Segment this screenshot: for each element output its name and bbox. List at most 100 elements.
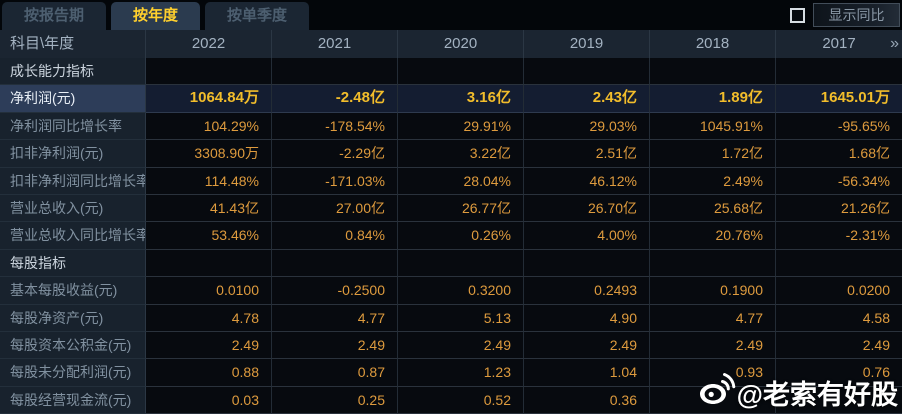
- value-cell: [776, 249, 902, 278]
- value-cell: [524, 249, 650, 278]
- value-cell: 2.49: [524, 331, 650, 360]
- value-cell: 26.70亿: [524, 194, 650, 223]
- value-cell: 3308.90万: [146, 140, 272, 168]
- value-cell: 2.51亿: [524, 140, 650, 168]
- value-cell: 1064.84万: [146, 85, 272, 113]
- more-years-icon[interactable]: »: [890, 35, 899, 52]
- value-cell: -178.54%: [272, 112, 398, 141]
- value-cell: [650, 249, 776, 278]
- value-cell: [272, 58, 398, 86]
- value-cell: -171.03%: [272, 167, 398, 195]
- value-cell: 0.03: [146, 386, 272, 414]
- value-cell: 1.72亿: [650, 140, 776, 168]
- show-yoy-button[interactable]: 显示同比: [813, 3, 900, 27]
- year-column-header[interactable]: 2022: [146, 30, 272, 58]
- table-row: 每股净资产(元) 4.78 4.77 5.13 4.90 4.77 4.58: [0, 304, 902, 332]
- row-label: 净利润同比增长率: [0, 112, 146, 141]
- table-header-row: 科目\年度 2022 2021 2020 2019 2018 2017»: [0, 30, 902, 58]
- value-cell: 2.49: [272, 331, 398, 360]
- value-cell: [146, 58, 272, 86]
- value-cell: [650, 58, 776, 86]
- show-yoy-checkbox[interactable]: [790, 7, 805, 23]
- year-column-header[interactable]: 2018: [650, 30, 776, 58]
- value-cell: 1645.01万: [776, 85, 902, 113]
- value-cell: [776, 386, 902, 414]
- table-row: 净利润(元) 1064.84万 -2.48亿 3.16亿 2.43亿 1.89亿 1645.…: [0, 85, 902, 113]
- value-cell: -0.2500: [272, 277, 398, 305]
- table-row: 每股经营现金流(元) 0.03 0.25 0.52 0.36: [0, 386, 902, 414]
- year-column-header[interactable]: 2021: [272, 30, 398, 58]
- value-cell: 0.3200: [398, 277, 524, 305]
- row-label: 净利润(元): [0, 85, 146, 113]
- period-tabbar: 按报告期 按年度 按单季度 显示同比: [0, 0, 902, 30]
- value-cell: [146, 249, 272, 278]
- value-cell: 0.88: [146, 359, 272, 387]
- value-cell: 46.12%: [524, 167, 650, 195]
- row-label: 基本每股收益(元): [0, 277, 146, 305]
- value-cell: 2.43亿: [524, 85, 650, 113]
- value-cell: [524, 58, 650, 86]
- value-cell: 1.89亿: [650, 85, 776, 113]
- year-column-header[interactable]: 2020: [398, 30, 524, 58]
- value-cell: -2.31%: [776, 222, 902, 250]
- value-cell: [776, 58, 902, 86]
- value-cell: 2.49: [398, 331, 524, 360]
- value-cell: 53.46%: [146, 222, 272, 250]
- row-label: 扣非净利润同比增长率: [0, 167, 146, 195]
- section-header-row: 成长能力指标: [0, 58, 902, 86]
- row-label: 营业总收入(元): [0, 194, 146, 223]
- value-cell: 0.84%: [272, 222, 398, 250]
- section-header-row: 每股指标: [0, 249, 902, 278]
- table-row: 净利润同比增长率 104.29% -178.54% 29.91% 29.03% 1045.…: [0, 112, 902, 141]
- row-label: 每股资本公积金(元): [0, 331, 146, 360]
- value-cell: 4.78: [146, 304, 272, 332]
- value-cell: 29.03%: [524, 112, 650, 141]
- value-cell: 2.49: [776, 331, 902, 360]
- value-cell: 1.23: [398, 359, 524, 387]
- value-cell: -95.65%: [776, 112, 902, 141]
- value-cell: 0.0200: [776, 277, 902, 305]
- row-label: 每股净资产(元): [0, 304, 146, 332]
- value-cell: -2.48亿: [272, 85, 398, 113]
- value-cell: [398, 249, 524, 278]
- tab-annual[interactable]: 按年度: [111, 2, 201, 30]
- table-row: 每股未分配利润(元) 0.88 0.87 1.23 1.04 0.93 0.76: [0, 359, 902, 387]
- value-cell: 2.49: [146, 331, 272, 360]
- value-cell: 0.52: [398, 386, 524, 414]
- table-row: 营业总收入同比增长率 53.46% 0.84% 0.26% 4.00% 20.76% -2.…: [0, 222, 902, 250]
- value-cell: 26.77亿: [398, 194, 524, 223]
- year-column-header[interactable]: 2017»: [776, 30, 902, 58]
- tab-single-quarter[interactable]: 按单季度: [205, 2, 310, 30]
- table-row: 扣非净利润(元) 3308.90万 -2.29亿 3.22亿 2.51亿 1.72亿 1.6…: [0, 140, 902, 168]
- value-cell: 4.58: [776, 304, 902, 332]
- value-cell: 0.36: [524, 386, 650, 414]
- value-cell: [650, 386, 776, 414]
- value-cell: 0.26%: [398, 222, 524, 250]
- value-cell: 20.76%: [650, 222, 776, 250]
- value-cell: 0.2493: [524, 277, 650, 305]
- value-cell: 28.04%: [398, 167, 524, 195]
- value-cell: 0.93: [650, 359, 776, 387]
- row-label: 扣非净利润(元): [0, 140, 146, 168]
- row-label: 营业总收入同比增长率: [0, 222, 146, 250]
- show-yoy-control: 显示同比: [790, 3, 900, 27]
- value-cell: 1045.91%: [650, 112, 776, 141]
- value-cell: 104.29%: [146, 112, 272, 141]
- tab-report-period[interactable]: 按报告期: [2, 2, 107, 30]
- value-cell: 25.68亿: [650, 194, 776, 223]
- value-cell: 1.68亿: [776, 140, 902, 168]
- value-cell: 0.76: [776, 359, 902, 387]
- year-column-header[interactable]: 2019: [524, 30, 650, 58]
- value-cell: 3.22亿: [398, 140, 524, 168]
- value-cell: 4.90: [524, 304, 650, 332]
- row-label: 每股未分配利润(元): [0, 359, 146, 387]
- value-cell: [272, 249, 398, 278]
- row-label: 每股经营现金流(元): [0, 386, 146, 414]
- value-cell: 0.87: [272, 359, 398, 387]
- value-cell: -2.29亿: [272, 140, 398, 168]
- value-cell: 4.77: [650, 304, 776, 332]
- value-cell: 2.49: [650, 331, 776, 360]
- corner-label: 科目\年度: [0, 30, 146, 58]
- value-cell: 2.49%: [650, 167, 776, 195]
- row-label: 每股指标: [0, 249, 146, 278]
